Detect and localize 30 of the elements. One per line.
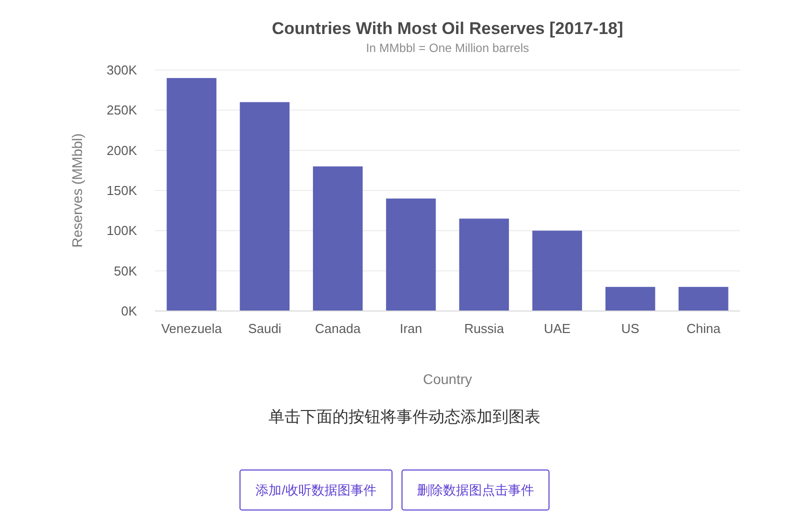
bar <box>678 286 728 311</box>
y-tick-label: 150K <box>106 183 138 198</box>
bar <box>166 78 216 311</box>
x-tick-label: China <box>686 321 722 336</box>
y-tick-label: 300K <box>106 62 138 78</box>
x-tick-label: Russia <box>464 321 505 336</box>
y-tick-label: 200K <box>106 142 138 158</box>
x-axis-title: Country <box>422 371 472 387</box>
y-tick-label: 50K <box>114 263 138 278</box>
y-tick-label: 100K <box>106 223 138 238</box>
x-tick-label: Canada <box>315 321 362 336</box>
text: 单击下面的按钮将事件动态添加到图表 <box>268 408 540 426</box>
x-tick-label: Iran <box>400 321 422 336</box>
button: 添加/收听数据图事件 <box>240 470 392 510</box>
chart-subtitle: In MMbbl = One Million barrels <box>366 41 530 55</box>
x-tick-label: US <box>621 321 640 336</box>
x-tick-label: UAE <box>544 321 571 336</box>
bar <box>605 286 656 311</box>
bar <box>386 198 436 311</box>
button: 删除数据图点击事件 <box>402 470 550 510</box>
x-tick-label: Saudi <box>248 321 282 336</box>
y-axis-title: Reserves (MMbbl) <box>69 133 85 248</box>
y-tick-label: 250K <box>106 102 138 118</box>
chart-title: Countries With Most Oil Reserves [2017-18] <box>272 19 624 38</box>
y-tick-label: 0K <box>121 304 138 319</box>
bar <box>459 218 509 311</box>
bar <box>532 230 582 311</box>
bar <box>240 102 290 311</box>
x-tick-label: Venezuela <box>161 321 223 336</box>
bar <box>312 166 363 311</box>
